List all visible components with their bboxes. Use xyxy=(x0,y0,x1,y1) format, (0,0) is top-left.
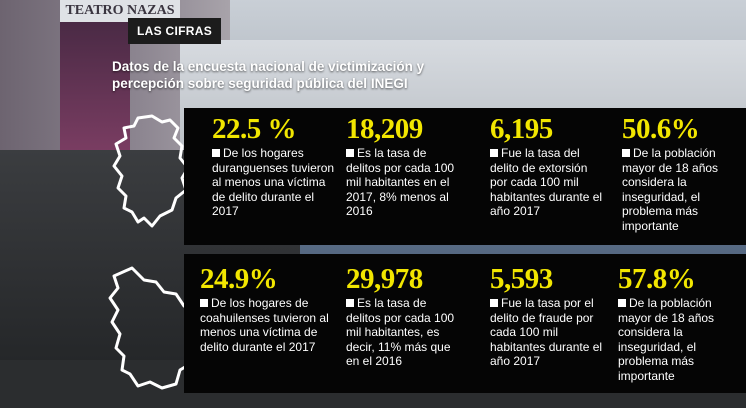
bullet-icon xyxy=(490,149,498,157)
bullet-icon xyxy=(346,299,354,307)
stat-value: 29,978 xyxy=(346,263,423,295)
coahuila-stat-3: 5,593 Fue la tasa por el delito de fraud… xyxy=(490,264,608,369)
coahuila-panel: 24.9% De los hogares de coahuilenses tuv… xyxy=(184,254,746,393)
stat-description: De los hogares duranguenses tuvieron al … xyxy=(212,146,335,219)
durango-stat-1: 22.5 % De los hogares duranguenses tuvie… xyxy=(212,114,336,219)
theater-poster xyxy=(60,22,130,152)
bullet-icon xyxy=(622,149,630,157)
bullet-icon xyxy=(346,149,354,157)
bullet-icon xyxy=(490,299,498,307)
durango-state-outline-icon xyxy=(112,114,190,228)
stat-value: 24.9% xyxy=(200,263,278,295)
durango-stat-4: 50.6% De la población mayor de 18 años c… xyxy=(622,114,744,234)
bullet-icon xyxy=(618,299,626,307)
durango-stat-3: 6,195 Fue la tasa del delito de extorsió… xyxy=(490,114,608,219)
bullet-icon xyxy=(212,149,220,157)
stat-value: 5,593 xyxy=(490,263,553,295)
durango-panel: 22.5 % De los hogares duranguenses tuvie… xyxy=(184,108,746,245)
durango-stat-2: 18,209 Es la tasa de delitos por cada 10… xyxy=(346,114,464,219)
headline: Datos de la encuesta nacional de victimi… xyxy=(112,59,425,91)
stat-description: Es la tasa de delitos por cada 100 mil h… xyxy=(346,146,455,219)
stat-description: Fue la tasa por el delito de fraude por … xyxy=(490,296,603,369)
stat-value: 57.8% xyxy=(618,263,696,295)
stat-description: De la población mayor de 18 años conside… xyxy=(618,296,715,383)
stat-value: 18,209 xyxy=(346,113,423,145)
coahuila-stat-4: 57.8% De la población mayor de 18 años c… xyxy=(618,264,742,384)
stat-value: 50.6% xyxy=(622,113,700,145)
coahuila-stat-1: 24.9% De los hogares de coahuilenses tuv… xyxy=(200,264,332,354)
coahuila-state-outline-icon xyxy=(108,266,198,390)
stat-value: 22.5 % xyxy=(212,113,297,145)
bullet-icon xyxy=(200,299,208,307)
stat-value: 6,195 xyxy=(490,113,553,145)
stat-description: Es la tasa de delitos por cada 100 mil h… xyxy=(346,296,455,369)
section-tag: LAS CIFRAS xyxy=(128,18,221,44)
stat-description: De la población mayor de 18 años conside… xyxy=(622,146,719,233)
stat-description: De los hogares de coahuilenses tuvieron … xyxy=(200,296,329,354)
coahuila-stat-2: 29,978 Es la tasa de delitos por cada 10… xyxy=(346,264,464,369)
stat-description: Fue la tasa del delito de extorsión por … xyxy=(490,146,603,219)
theater-sign: TEATRO NAZAS xyxy=(60,0,180,22)
